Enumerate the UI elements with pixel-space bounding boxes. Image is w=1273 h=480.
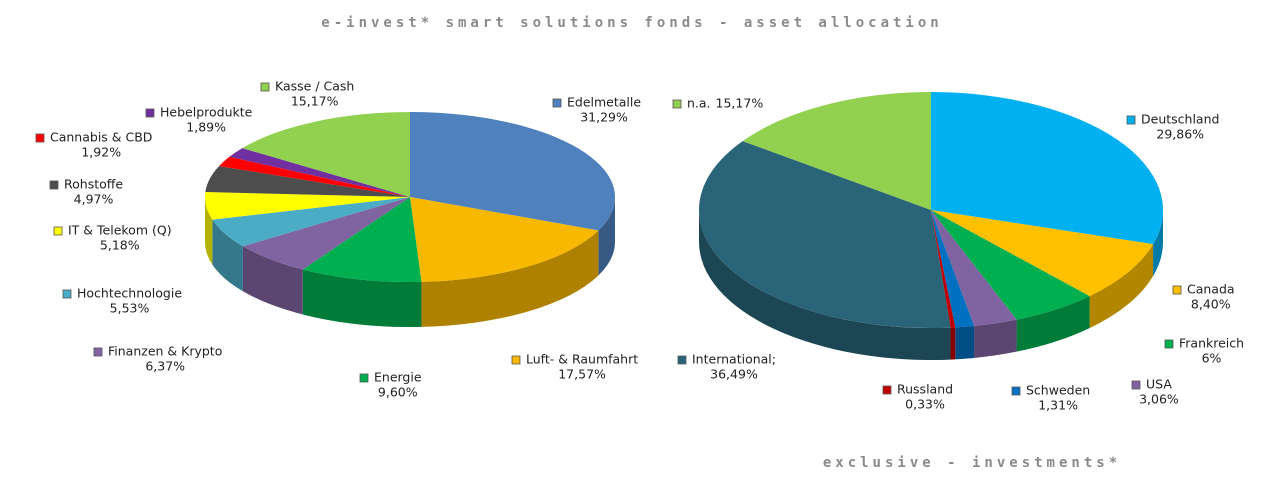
pie-slice-side (974, 319, 1017, 358)
page-title: e-invest* smart solutions fonds - asset … (321, 15, 942, 31)
pie-slice (931, 210, 975, 328)
legend-marker (1126, 115, 1136, 125)
label-name: Cannabis & CBD (50, 130, 152, 145)
pie-slice (931, 210, 1090, 320)
pie-slice-side (955, 325, 975, 360)
label-name: Hebelprodukte (160, 105, 253, 120)
label-value: 6,37% (145, 359, 185, 374)
label-name: USA (1146, 377, 1172, 392)
label-value: 9,60% (378, 385, 418, 400)
label-name: Deutschland (1141, 112, 1219, 127)
label-value: 17,57% (558, 367, 606, 382)
label-name: International; (692, 352, 776, 367)
label-value: 6% (1202, 351, 1222, 366)
label-value: 31,29% (580, 110, 628, 125)
pie-slice-side (1153, 210, 1163, 277)
pie-slice (219, 156, 410, 197)
label-value: 5,18% (100, 238, 140, 253)
pie-slice (931, 210, 956, 328)
label-value: 1,92% (81, 145, 121, 160)
pie-slice-side (699, 210, 951, 360)
pie-slice (205, 166, 410, 197)
legend-marker (260, 82, 270, 92)
label-name: Canada (1187, 282, 1235, 297)
legend-marker (359, 373, 369, 383)
label-name: Frankreich (1179, 336, 1244, 351)
pie-slice (302, 197, 422, 282)
legend-marker (1164, 339, 1174, 349)
label-name: Kasse / Cash (275, 79, 354, 94)
pie-slice (931, 210, 1017, 326)
pie-slice (242, 112, 410, 197)
pie-slice (931, 92, 1163, 245)
legend-marker (1172, 285, 1182, 295)
label-name: Rohstoffe (64, 177, 123, 192)
label-value: 3,06% (1139, 392, 1179, 407)
label-name: Finanzen & Krypto (108, 344, 222, 359)
pie-slice-side (205, 197, 213, 265)
pie-slice-side (421, 230, 599, 327)
label-name: Russland (897, 382, 953, 397)
pie-slice-side (302, 269, 422, 327)
pie-slice (205, 192, 410, 220)
pie-slice (410, 197, 599, 282)
label-name: IT & Telekom (Q) (68, 223, 172, 238)
label-value: 15,17% (291, 94, 339, 109)
label-value: 4,97% (74, 192, 114, 207)
pie-slice (229, 148, 410, 197)
legend-marker (1011, 386, 1021, 396)
legend-marker (145, 108, 155, 118)
legend-marker (53, 226, 63, 236)
label-value: 36,49% (710, 367, 758, 382)
legend-marker (49, 180, 59, 190)
label-value: 1,89% (186, 120, 226, 135)
pie-slice (742, 92, 931, 210)
legend-marker (93, 347, 103, 357)
pie-slice (212, 197, 410, 247)
pie-slice-side (242, 246, 303, 315)
legend-marker (1131, 380, 1141, 390)
label-value: 8,40% (1191, 297, 1231, 312)
pie-slice-side (1016, 296, 1090, 352)
label-value: 15,17% (716, 96, 764, 111)
legend-marker (882, 385, 892, 395)
label-name: n.a. (687, 96, 711, 111)
legend-marker (62, 289, 72, 299)
label-name: Hochtechnologie (77, 286, 182, 301)
label-value: 5,53% (110, 301, 150, 316)
pie-slice-side (950, 327, 956, 360)
pie-slice (699, 141, 951, 328)
label-name: Luft- & Raumfahrt (526, 352, 638, 367)
label-name: Energie (374, 370, 422, 385)
label-value: 0,33% (905, 397, 945, 412)
label-value: 29,86% (1156, 127, 1204, 142)
legend-marker (511, 355, 521, 365)
page-footer: exclusive - investments* (823, 455, 1121, 471)
label-name: Edelmetalle (567, 95, 641, 110)
label-value: 1,31% (1038, 398, 1078, 413)
legend-marker (552, 98, 562, 108)
label-name: Schweden (1026, 383, 1090, 398)
legend-marker (677, 355, 687, 365)
legend-marker (35, 133, 45, 143)
pie-slice (410, 112, 616, 231)
pie-slice-side (598, 197, 615, 276)
pie-slice (242, 197, 410, 270)
pie-slice-side (1089, 244, 1154, 329)
legend-marker (672, 99, 682, 109)
pie-slice (931, 210, 1154, 297)
pie-slice-side (212, 219, 243, 292)
